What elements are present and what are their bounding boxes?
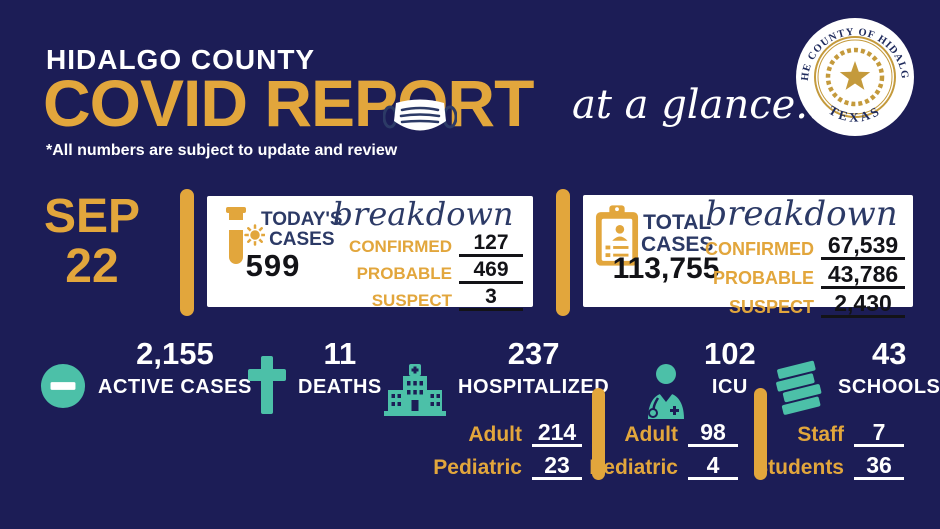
breakdown-title: breakdown (705, 194, 898, 234)
breakdown-section: breakdown CONFIRMED 127 PROBABLE 469 SUS… (323, 196, 523, 313)
stat-hospitalized: 237 HOSPITALIZED (384, 336, 610, 416)
stat-schools: 43 SCHOOLS (770, 336, 940, 415)
todays-cases-total: 599 (245, 248, 301, 283)
confirmed-value: 67,539 (821, 233, 905, 261)
breakdown-row: SUSPECT 3 (323, 286, 523, 312)
total-cases-total: 113,755 (612, 252, 720, 285)
icu-label: ICU (711, 376, 748, 398)
total-cases-card: TOTAL CASES 113,755 breakdown CONFIRMED … (583, 195, 913, 319)
seal-bottom-text: TEXAS (826, 102, 881, 124)
report-date: SEP 22 (28, 190, 156, 294)
pediatric-value: 23 (532, 453, 582, 481)
tagline: at a glance.. (572, 82, 821, 128)
breakdown-row: SUSPECT 2,430 (698, 291, 905, 319)
svg-text:TEXAS: TEXAS (826, 102, 884, 124)
probable-label: PROBABLE (356, 264, 452, 284)
card-label: TOTAL CASES (641, 211, 714, 257)
date-month: SEP (43, 190, 141, 243)
divider-bar (592, 388, 605, 480)
staff-value: 7 (854, 420, 904, 448)
deaths-label: DEATHS (298, 376, 382, 398)
stat-deaths: 11 DEATHS (248, 336, 382, 414)
sub-row: Students 36 (754, 453, 904, 481)
students-value: 36 (854, 453, 904, 481)
county-seal: THE COUNTY OF HIDALGO TEXAS (794, 16, 914, 136)
staff-label: Staff (797, 422, 844, 446)
stat-active-cases: 2,155 ACTIVE CASES (40, 336, 252, 409)
icu-breakdown: Adult 98 Pediatric 4 (589, 420, 738, 486)
title-masked-letter: O (383, 70, 458, 136)
books-icon (776, 360, 822, 415)
pediatric-value: 4 (688, 453, 738, 481)
adult-value: 214 (532, 420, 582, 448)
card-label: TODAY'S CASES (261, 209, 343, 250)
suspect-value: 3 (459, 286, 523, 312)
hospital-icon (384, 364, 446, 416)
adult-value: 98 (688, 420, 738, 448)
hospitalized-breakdown: Adult 214 Pediatric 23 (428, 420, 582, 486)
minus-circle-icon (40, 363, 86, 409)
breakdown-row: CONFIRMED 67,539 (698, 233, 905, 261)
deaths-value: 11 (323, 336, 357, 371)
breakdown-row: PROBABLE 469 (323, 259, 523, 285)
probable-value: 43,786 (821, 262, 905, 290)
active-cases-label: ACTIVE CASES (98, 376, 252, 398)
suspect-label: SUSPECT (371, 291, 452, 311)
adult-label: Adult (468, 422, 522, 446)
page-title: COVID REPO RT (43, 70, 534, 136)
schools-breakdown: Staff 7 Students 36 (754, 420, 904, 486)
sub-row: Pediatric 4 (589, 453, 738, 481)
pediatric-label: Pediatric (433, 456, 522, 480)
confirmed-label: CONFIRMED (349, 237, 452, 257)
test-tube-virus-icon (226, 207, 265, 264)
confirmed-value: 127 (459, 231, 523, 258)
divider-bar (556, 189, 570, 316)
todays-cases-card: TODAY'S CASES 599 breakdown CONFIRMED 12… (207, 196, 533, 312)
sub-row: Adult 98 (606, 420, 738, 448)
breakdown-row: CONFIRMED 127 (323, 231, 523, 258)
active-cases-value: 2,155 (136, 336, 214, 371)
county-name: HIDALGO COUNTY (46, 44, 316, 75)
hospitalized-value: 237 (507, 336, 560, 371)
icu-value: 102 (704, 336, 756, 371)
sub-row: Adult 214 (428, 420, 582, 448)
breakdown-row: PROBABLE 43,786 (698, 262, 905, 290)
seal-star-icon (839, 61, 871, 90)
suspect-label: SUSPECT (728, 297, 814, 318)
sub-row: Staff 7 (764, 420, 904, 448)
divider-bar (754, 388, 767, 480)
adult-label: Adult (624, 422, 678, 446)
clipboard-icon (595, 205, 639, 266)
title-pre: COVID REP (43, 66, 398, 140)
suspect-value: 2,430 (821, 291, 905, 319)
probable-label: PROBABLE (712, 268, 814, 289)
breakdown-section: breakdown CONFIRMED 67,539 PROBABLE 43,7… (698, 195, 905, 320)
schools-label: SCHOOLS (838, 376, 940, 398)
cross-icon (248, 356, 286, 414)
students-label: Students (754, 456, 844, 480)
confirmed-label: CONFIRMED (705, 239, 814, 260)
sub-row: Pediatric 23 (428, 453, 582, 481)
schools-value: 43 (871, 336, 907, 371)
divider-bar (180, 189, 194, 316)
disclaimer-note: *All numbers are subject to update and r… (46, 142, 398, 159)
title-post: RT (447, 66, 534, 140)
breakdown-title: breakdown (332, 195, 514, 233)
probable-value: 469 (459, 259, 523, 285)
face-mask-icon (383, 99, 458, 131)
date-day: 22 (65, 240, 119, 294)
doctor-icon (648, 364, 684, 419)
hospitalized-label: HOSPITALIZED (458, 376, 610, 398)
stat-icu: 102 ICU (640, 336, 756, 419)
pediatric-label: Pediatric (589, 456, 678, 480)
